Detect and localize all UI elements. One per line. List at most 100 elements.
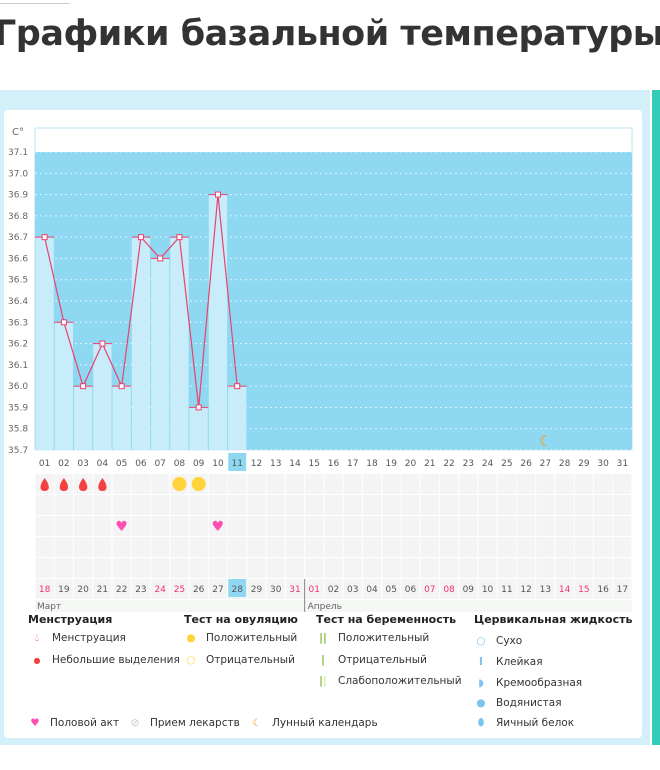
heart-icon: ♥ xyxy=(115,519,128,535)
event-cell xyxy=(439,495,459,515)
date-label: 24 xyxy=(154,585,166,595)
event-cell xyxy=(613,537,632,557)
event-cell xyxy=(497,537,516,557)
month-label: Апрель xyxy=(308,602,342,612)
cycle-day-label: 29 xyxy=(578,459,590,469)
legend-item: ○ Отрицательный xyxy=(184,654,295,666)
cycle-day-label: 31 xyxy=(617,459,628,469)
event-cell xyxy=(362,516,382,536)
circle-filled-icon: ● xyxy=(186,632,196,644)
cycle-day-label: 26 xyxy=(520,459,532,469)
ovulation-positive-icon xyxy=(191,477,206,491)
event-cell xyxy=(593,516,613,536)
cycle-day-label: 07 xyxy=(154,459,165,469)
event-cell xyxy=(382,495,401,515)
legend-item: 💧︎ Менструация xyxy=(30,632,126,645)
event-cell xyxy=(35,495,54,515)
event-cell xyxy=(401,495,420,515)
legend-item: || Слабоположительный xyxy=(316,675,461,687)
cycle-day-label: 23 xyxy=(463,459,474,469)
event-cell xyxy=(35,579,54,599)
event-cell xyxy=(93,537,112,557)
event-cell xyxy=(324,558,343,578)
event-cell xyxy=(382,516,401,536)
temperature-point xyxy=(99,340,106,347)
event-cell xyxy=(613,495,632,515)
cycle-day-label: 03 xyxy=(77,459,88,469)
event-cell xyxy=(324,495,343,515)
event-cell xyxy=(420,516,439,536)
date-label: 05 xyxy=(386,585,397,595)
y-tick-label: 36.7 xyxy=(8,233,28,243)
event-cell xyxy=(247,537,266,557)
event-cell xyxy=(228,474,247,494)
event-cell xyxy=(170,537,189,557)
event-cell xyxy=(420,579,439,599)
event-cell xyxy=(112,537,131,557)
event-cell xyxy=(343,474,362,494)
event-cell xyxy=(555,558,574,578)
date-label: 09 xyxy=(463,585,475,595)
event-cell xyxy=(497,558,516,578)
event-cell xyxy=(112,579,131,599)
event-cell xyxy=(593,474,613,494)
temperature-bar xyxy=(131,237,151,450)
cycle-day-label: 19 xyxy=(386,459,398,469)
date-label: 12 xyxy=(520,585,531,595)
legend-item: ♥ Половой акт xyxy=(28,717,119,729)
event-cell xyxy=(362,579,382,599)
event-cell xyxy=(266,495,285,515)
event-cell xyxy=(439,579,459,599)
side-tab[interactable] xyxy=(652,90,660,745)
event-cell xyxy=(536,495,555,515)
event-cell xyxy=(459,516,478,536)
event-cell xyxy=(266,558,285,578)
event-cell xyxy=(593,558,613,578)
date-label: 07 xyxy=(424,585,435,595)
event-cell xyxy=(555,474,574,494)
event-cell xyxy=(478,495,497,515)
event-cell xyxy=(574,495,593,515)
event-cell xyxy=(324,579,343,599)
cycle-day-label: 10 xyxy=(212,459,224,469)
cycle-day-label: 08 xyxy=(174,459,186,469)
event-cell xyxy=(247,495,266,515)
cycle-day-label: 04 xyxy=(97,459,109,469)
temperature-bar xyxy=(93,343,112,450)
ovulation-positive-icon xyxy=(172,477,187,491)
cycle-day-label: 15 xyxy=(309,459,320,469)
moon-icon: ☾ xyxy=(252,717,262,729)
event-cell xyxy=(555,495,574,515)
event-cell xyxy=(151,495,170,515)
temperature-bar xyxy=(74,386,93,450)
legend-title-cervical: Цервикальная жидкость xyxy=(474,613,633,626)
event-cell xyxy=(305,495,324,515)
temperature-point xyxy=(176,234,183,241)
date-label: 27 xyxy=(212,585,223,595)
cycle-day-label: 09 xyxy=(193,459,205,469)
event-cell xyxy=(536,474,555,494)
event-cell xyxy=(170,558,189,578)
event-cell xyxy=(382,537,401,557)
event-cell xyxy=(613,558,632,578)
two-lines-icon: || xyxy=(319,632,327,644)
event-cell xyxy=(131,579,151,599)
event-cell xyxy=(478,474,497,494)
y-tick-label: 36.5 xyxy=(8,276,28,286)
event-cell xyxy=(305,537,324,557)
event-cell xyxy=(343,537,362,557)
temperature-bar xyxy=(208,194,228,450)
event-cell xyxy=(613,579,632,599)
drop-icon: 💧︎ xyxy=(34,632,40,644)
date-label: 08 xyxy=(443,585,455,595)
cycle-day-label: 05 xyxy=(116,459,127,469)
legend-title-ovulation: Тест на овуляцию xyxy=(184,613,298,626)
event-cell xyxy=(459,558,478,578)
event-cell xyxy=(439,474,459,494)
y-tick-label: 36.1 xyxy=(8,361,28,371)
event-cell xyxy=(420,474,439,494)
y-tick-label: 35.8 xyxy=(8,425,28,435)
y-tick-label: 36.3 xyxy=(8,318,28,328)
legend-item: ⬮ Яичный белок xyxy=(474,717,574,730)
date-label: 06 xyxy=(405,585,417,595)
